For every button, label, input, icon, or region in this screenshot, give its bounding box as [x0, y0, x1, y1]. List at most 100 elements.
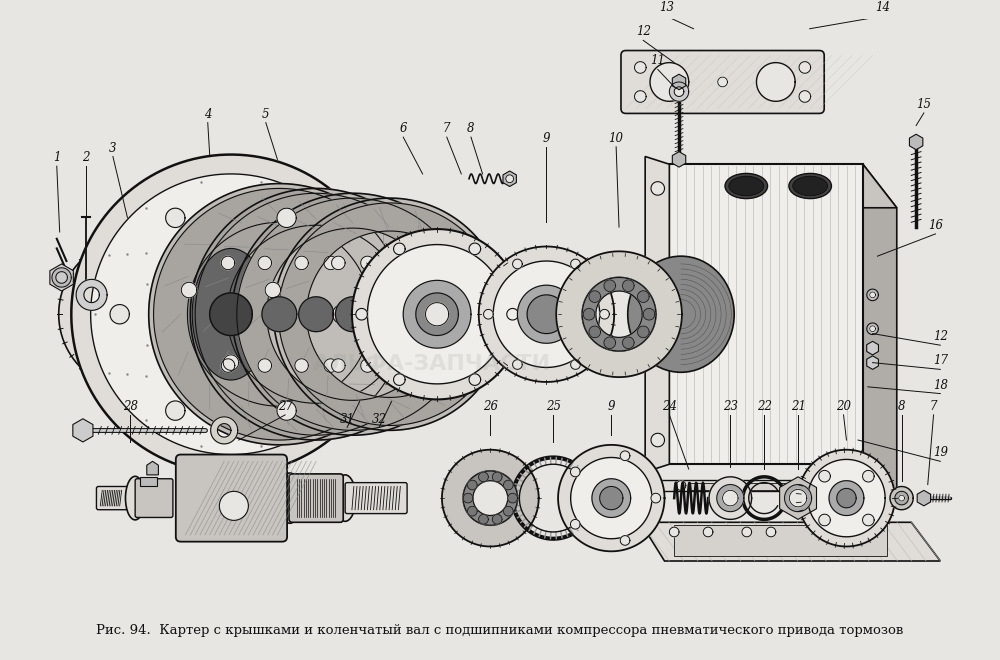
Polygon shape: [909, 134, 923, 150]
Polygon shape: [895, 491, 908, 505]
Polygon shape: [669, 164, 897, 208]
Polygon shape: [223, 355, 239, 370]
Polygon shape: [766, 527, 776, 537]
Polygon shape: [917, 490, 931, 506]
Polygon shape: [637, 291, 649, 302]
Ellipse shape: [173, 227, 289, 401]
Polygon shape: [372, 297, 407, 332]
Polygon shape: [479, 514, 488, 524]
Text: 28: 28: [123, 400, 138, 413]
Polygon shape: [583, 308, 595, 320]
Text: 12: 12: [636, 26, 651, 38]
Polygon shape: [798, 449, 895, 546]
Polygon shape: [571, 360, 580, 370]
Text: 8: 8: [467, 122, 475, 135]
Polygon shape: [780, 477, 817, 519]
Text: 22: 22: [757, 400, 772, 413]
Polygon shape: [899, 495, 905, 501]
Polygon shape: [582, 277, 656, 351]
Polygon shape: [469, 374, 481, 385]
Text: 1: 1: [53, 151, 61, 164]
Circle shape: [219, 491, 248, 520]
Polygon shape: [442, 449, 539, 546]
Text: 12: 12: [933, 330, 948, 343]
Polygon shape: [651, 308, 665, 321]
Polygon shape: [890, 486, 913, 510]
Polygon shape: [484, 310, 493, 319]
Polygon shape: [718, 77, 727, 87]
Ellipse shape: [192, 248, 270, 380]
Polygon shape: [709, 477, 752, 519]
Polygon shape: [469, 243, 481, 255]
Polygon shape: [672, 74, 686, 90]
Polygon shape: [799, 90, 811, 102]
Polygon shape: [650, 63, 689, 102]
Text: 15: 15: [916, 98, 931, 111]
Polygon shape: [403, 280, 471, 348]
Polygon shape: [110, 304, 129, 324]
Text: АЛЬФА-ЗАПЧАСТИ: АЛЬФА-ЗАПЧАСТИ: [313, 354, 551, 374]
Polygon shape: [867, 341, 878, 355]
Polygon shape: [467, 506, 477, 516]
Polygon shape: [434, 359, 448, 372]
Ellipse shape: [628, 256, 734, 372]
Polygon shape: [434, 256, 448, 270]
FancyBboxPatch shape: [135, 478, 173, 517]
Text: 20: 20: [836, 400, 851, 413]
Polygon shape: [76, 279, 107, 310]
Polygon shape: [356, 308, 367, 320]
Polygon shape: [463, 471, 517, 525]
Polygon shape: [166, 401, 185, 420]
Polygon shape: [808, 459, 885, 537]
Polygon shape: [295, 256, 308, 270]
Polygon shape: [149, 183, 410, 445]
FancyBboxPatch shape: [345, 482, 407, 513]
Polygon shape: [508, 493, 517, 503]
Polygon shape: [277, 208, 296, 228]
Polygon shape: [589, 326, 601, 338]
Polygon shape: [513, 259, 522, 269]
Polygon shape: [622, 280, 634, 292]
Polygon shape: [52, 268, 71, 287]
Polygon shape: [669, 527, 679, 537]
Text: 8: 8: [898, 400, 905, 413]
Polygon shape: [195, 193, 437, 435]
Polygon shape: [756, 63, 795, 102]
Polygon shape: [672, 152, 686, 167]
Ellipse shape: [125, 477, 145, 520]
Polygon shape: [352, 229, 522, 399]
Polygon shape: [640, 522, 940, 561]
Polygon shape: [295, 359, 308, 372]
Polygon shape: [493, 261, 600, 368]
Polygon shape: [492, 472, 502, 482]
Text: 13: 13: [659, 1, 674, 15]
Polygon shape: [479, 472, 488, 482]
Text: 23: 23: [723, 400, 738, 413]
Polygon shape: [651, 433, 665, 447]
Polygon shape: [571, 457, 652, 539]
Polygon shape: [221, 256, 235, 270]
Polygon shape: [324, 256, 337, 270]
FancyBboxPatch shape: [176, 455, 287, 542]
Text: 6: 6: [399, 122, 407, 135]
Ellipse shape: [335, 475, 356, 521]
Polygon shape: [59, 239, 210, 389]
Text: 4: 4: [204, 108, 211, 121]
Polygon shape: [790, 480, 800, 490]
Polygon shape: [324, 359, 337, 372]
Polygon shape: [643, 308, 655, 320]
Polygon shape: [819, 471, 830, 482]
Polygon shape: [416, 293, 458, 335]
Polygon shape: [717, 484, 744, 512]
Polygon shape: [299, 297, 334, 332]
Polygon shape: [645, 156, 669, 472]
Polygon shape: [620, 536, 630, 545]
Polygon shape: [570, 519, 580, 529]
Circle shape: [506, 175, 514, 183]
Polygon shape: [232, 193, 474, 435]
Text: 24: 24: [662, 400, 677, 413]
Polygon shape: [507, 308, 518, 320]
Text: 32: 32: [372, 412, 387, 426]
Polygon shape: [799, 61, 811, 73]
Polygon shape: [237, 198, 469, 430]
